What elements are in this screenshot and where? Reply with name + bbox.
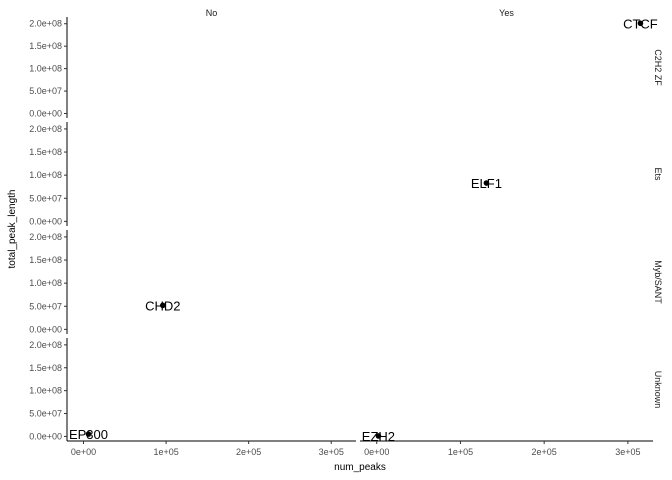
y-tick-label: 1.5e+08 — [29, 147, 62, 157]
facet-row-label: Myb/SANT — [653, 260, 663, 304]
y-tick-label: 5.0e+07 — [29, 193, 62, 203]
y-tick-label: 2.0e+08 — [29, 19, 62, 29]
data-point-label: ELF1 — [471, 176, 502, 191]
data-point — [85, 431, 92, 437]
data-point — [375, 433, 382, 439]
y-tick-label: 5.0e+07 — [29, 86, 62, 96]
y-axis-title: total_peak_length — [7, 190, 18, 269]
x-tick-label: 1e+05 — [448, 447, 473, 457]
data-point-label: CHD2 — [145, 298, 180, 313]
facet-col-label: No — [206, 8, 218, 18]
y-tick-label: 2.0e+08 — [29, 124, 62, 134]
data-point — [483, 180, 490, 186]
y-tick-label: 1.5e+08 — [29, 363, 62, 373]
y-tick-label: 1.5e+08 — [29, 255, 62, 265]
facet-col-label: Yes — [499, 8, 514, 18]
y-tick-label: 0.0e+00 — [29, 109, 62, 119]
x-tick-label: 0e+00 — [364, 447, 389, 457]
x-tick-label: 2e+05 — [236, 447, 261, 457]
y-tick-label: 2.0e+08 — [29, 340, 62, 350]
facet-row-label: Unknown — [653, 371, 663, 409]
data-point-label: EP300 — [69, 427, 108, 442]
y-tick-label: 1.5e+08 — [29, 41, 62, 51]
x-tick-label: 3e+05 — [615, 447, 640, 457]
y-tick-label: 1.0e+08 — [29, 64, 62, 74]
y-tick-label: 0.0e+00 — [29, 216, 62, 226]
y-tick-label: 0.0e+00 — [29, 431, 62, 441]
x-tick-label: 1e+05 — [153, 447, 178, 457]
facet-row-label: C2H2 ZF — [653, 49, 663, 86]
x-axis-title: num_peaks — [334, 462, 386, 473]
data-point-label: EZH2 — [362, 429, 395, 444]
data-point-label: CTCF — [623, 16, 658, 31]
y-tick-label: 2.0e+08 — [29, 232, 62, 242]
y-tick-label: 1.0e+08 — [29, 386, 62, 396]
data-point — [637, 20, 644, 27]
x-tick-label: 2e+05 — [532, 447, 557, 457]
y-tick-label: 5.0e+07 — [29, 301, 62, 311]
facet-row-label: Ets — [653, 167, 663, 181]
y-tick-label: 1.0e+08 — [29, 170, 62, 180]
x-tick-label: 0e+00 — [71, 447, 96, 457]
y-tick-label: 5.0e+07 — [29, 409, 62, 419]
data-point — [159, 302, 166, 309]
y-tick-label: 0.0e+00 — [29, 324, 62, 334]
x-tick-label: 3e+05 — [319, 447, 344, 457]
y-tick-label: 1.0e+08 — [29, 278, 62, 288]
